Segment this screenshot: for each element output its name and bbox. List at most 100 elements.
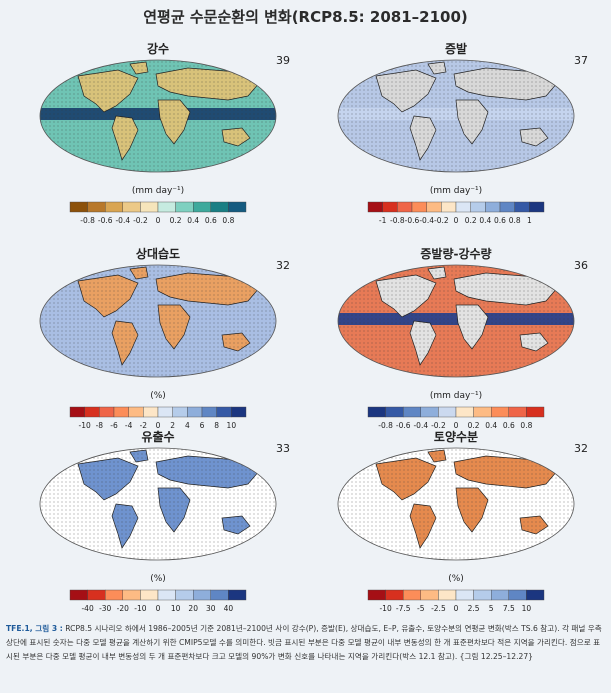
colorbar-tick-label: -8 bbox=[96, 421, 104, 430]
panel-title: 상대습도 bbox=[135, 247, 181, 261]
colorbar-tick-label: 0.6 bbox=[494, 216, 506, 225]
colorbar-tick-label: -5 bbox=[417, 604, 425, 613]
colorbar-swatch bbox=[441, 201, 457, 213]
colorbar-tick-label: 0.2 bbox=[468, 421, 480, 430]
colorbar-swatch bbox=[69, 589, 88, 601]
colorbar-swatch bbox=[490, 406, 509, 418]
colorbar-swatch bbox=[526, 406, 545, 418]
model-count: 37 bbox=[574, 54, 588, 67]
unit-label: (mm day⁻¹) bbox=[429, 391, 483, 401]
colorbar-swatch bbox=[385, 406, 404, 418]
colorbar-swatch bbox=[113, 406, 129, 418]
colorbar-tick-label: -0.6 bbox=[396, 421, 411, 430]
colorbar: -0.8 -0.6 -0.4 -0.2 0 0.2 0.4 0.6 0.8 bbox=[367, 406, 545, 430]
colorbar-tick-label: -1 bbox=[379, 216, 387, 225]
colorbar-tick-label: 1 bbox=[527, 216, 532, 225]
colorbar-swatch bbox=[228, 201, 247, 213]
colorbar-swatch bbox=[426, 201, 442, 213]
unit-label: (%) bbox=[150, 391, 166, 401]
colorbar-swatch bbox=[175, 589, 194, 601]
colorbar-tick-label: -2 bbox=[140, 421, 148, 430]
unit-label: (mm day⁻¹) bbox=[131, 186, 185, 196]
colorbar: -1 -0.8 -0.6 -0.4 -0.2 0 0.2 0.4 0.6 0.8 1 bbox=[367, 201, 545, 225]
panel-title: 증발량-강수량 bbox=[420, 247, 492, 261]
colorbar-tick-label: -0.4 bbox=[115, 216, 130, 225]
colorbar-tick-label: -0.8 bbox=[378, 421, 393, 430]
model-count: 33 bbox=[276, 442, 290, 455]
colorbar-tick-label: 0.6 bbox=[205, 216, 217, 225]
colorbar-tick-label: 0 bbox=[156, 421, 161, 430]
colorbar-tick-label: 0 bbox=[156, 216, 161, 225]
colorbar-tick-label: -10 bbox=[79, 421, 91, 430]
colorbar-swatch bbox=[514, 201, 530, 213]
colorbar-swatch bbox=[367, 201, 383, 213]
colorbar-tick-label: 10 bbox=[522, 604, 532, 613]
panel-title: 증발 bbox=[444, 42, 468, 56]
colorbar-swatch bbox=[367, 589, 386, 601]
caption-text: RCP8.5 시나리오 하에서 1986–2005년 기준 2081년–2100… bbox=[6, 624, 602, 661]
colorbar-swatch bbox=[104, 201, 123, 213]
panel-1: 증발 37 (mm day⁻¹) -1 -0.8 -0.6 -0.4 -0.2 0 0.2 0.4 0… bbox=[306, 40, 606, 240]
colorbar-swatch bbox=[411, 201, 427, 213]
colorbar-swatch bbox=[157, 406, 173, 418]
panel-0: 강수 39 (mm day⁻¹) -0.8 -0.6 -0.4 -0.2 0 0.2 0.4 0.6… bbox=[8, 40, 308, 240]
significance-stipple bbox=[338, 448, 574, 560]
world-map bbox=[337, 264, 575, 378]
colorbar-tick-label: 2.5 bbox=[468, 604, 480, 613]
colorbar-tick-label: 7.5 bbox=[503, 604, 515, 613]
colorbar-swatch bbox=[455, 589, 474, 601]
colorbar-tick-label: -0.6 bbox=[98, 216, 113, 225]
colorbar-swatch bbox=[367, 406, 386, 418]
colorbar-swatch bbox=[420, 406, 439, 418]
map-border bbox=[39, 59, 277, 173]
colorbar-tick-label: -10 bbox=[134, 604, 146, 613]
colorbar-swatch bbox=[175, 201, 194, 213]
model-count: 32 bbox=[276, 259, 290, 272]
colorbar-swatch bbox=[140, 589, 159, 601]
colorbar-tick-label: 10 bbox=[171, 604, 181, 613]
colorbar-swatch bbox=[529, 201, 545, 213]
colorbar-tick-label: 0.2 bbox=[465, 216, 477, 225]
colorbar-swatch bbox=[84, 406, 100, 418]
colorbar-tick-label: 0.4 bbox=[485, 421, 497, 430]
caption-label: TFE.1, 그림 3 : bbox=[6, 624, 63, 633]
colorbar-tick-label: -0.8 bbox=[80, 216, 95, 225]
colorbar-swatch bbox=[122, 201, 141, 213]
panel-5: 토양수분 32 (%) -10 -7.5 -5 -2.5 0 2.5 5 7.5 10 bbox=[306, 428, 606, 628]
panel-title: 강수 bbox=[146, 42, 170, 56]
colorbar-swatch bbox=[490, 589, 509, 601]
page-title: 연평균 수문순환의 변화(RCP8.5: 2081–2100) bbox=[143, 8, 468, 26]
colorbar-swatch bbox=[87, 201, 106, 213]
colorbar-tick-label: 0.6 bbox=[503, 421, 515, 430]
colorbar-swatch bbox=[438, 406, 457, 418]
map-border bbox=[337, 264, 575, 378]
colorbar-swatch bbox=[499, 201, 515, 213]
panel-title: 유출수 bbox=[141, 430, 175, 444]
colorbar-swatch bbox=[143, 406, 159, 418]
colorbar-swatch bbox=[385, 589, 404, 601]
world-map bbox=[39, 264, 277, 378]
colorbar-tick-label: -0.2 bbox=[133, 216, 148, 225]
significance-stipple bbox=[40, 448, 276, 560]
colorbar-swatch bbox=[420, 589, 439, 601]
colorbar-tick-label: 20 bbox=[188, 604, 198, 613]
colorbar-tick-label: 0.4 bbox=[479, 216, 491, 225]
map-border bbox=[39, 447, 277, 561]
colorbar-tick-label: 0 bbox=[454, 421, 459, 430]
colorbar-swatch bbox=[192, 201, 211, 213]
colorbar-tick-label: 0 bbox=[454, 604, 459, 613]
colorbar-swatch bbox=[210, 201, 229, 213]
colorbar-swatch bbox=[99, 406, 115, 418]
colorbar-swatch bbox=[402, 406, 421, 418]
colorbar: -10 -8 -6 -4 -2 0 2 4 6 8 10 bbox=[69, 406, 247, 430]
colorbar-swatch bbox=[231, 406, 247, 418]
panel-3: 증발량-강수량 36 (mm day⁻¹) -0.8 -0.6 -0.4 -0.2 0 0.2 0… bbox=[306, 245, 606, 445]
colorbar: -0.8 -0.6 -0.4 -0.2 0 0.2 0.4 0.6 0.8 bbox=[69, 201, 247, 225]
map-border bbox=[337, 59, 575, 173]
colorbar-swatch bbox=[201, 406, 217, 418]
colorbar-swatch bbox=[210, 589, 229, 601]
colorbar-tick-label: -0.6 bbox=[405, 216, 420, 225]
colorbar-tick-label: 6 bbox=[200, 421, 205, 430]
colorbar-tick-label: -2.5 bbox=[431, 604, 446, 613]
significance-stipple bbox=[40, 60, 276, 172]
